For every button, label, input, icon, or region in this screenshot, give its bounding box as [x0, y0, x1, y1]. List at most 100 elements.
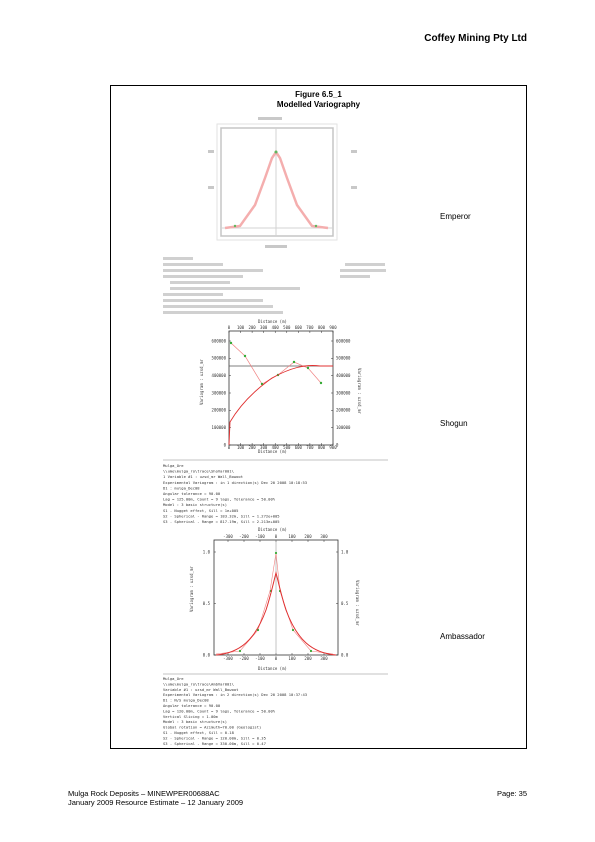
- shogun-experimental-points: [229, 341, 323, 386]
- shogun-y-tick-right: 400000: [336, 373, 351, 378]
- shogun-plot: Distance (m) 001001002002003003004004005…: [163, 319, 388, 524]
- shogun-info-line: Mulga_Ore: [163, 463, 184, 468]
- ambassador-info-line: Lag = 120.00m, Count = 9 lags, Tolerance…: [163, 708, 276, 713]
- emperor-info-text: [163, 257, 386, 314]
- ambassador-x-tick: 200: [304, 656, 312, 661]
- shogun-x-tick-top: 500: [283, 325, 291, 330]
- figure-title: Modelled Variography: [276, 100, 361, 109]
- shogun-y-tick: 0: [224, 442, 227, 447]
- shogun-info-line: Lag = 125.00m, Count = 9 lags, Tolerance…: [163, 497, 276, 502]
- ambassador-y-tick: 1.0: [203, 549, 211, 554]
- shogun-x-tick-top: 100: [237, 325, 245, 330]
- shogun-x-tick-top: 300: [260, 325, 268, 330]
- shogun-x-tick-top: 700: [306, 325, 314, 330]
- ambassador-y-title-right: Variogram : uzsd_mr: [355, 580, 360, 626]
- shogun-y-tick: 600000: [212, 338, 227, 343]
- shogun-y-tick-right: 300000: [336, 390, 351, 395]
- shogun-x-tick: 0: [228, 445, 231, 450]
- shogun-info-line: S3 - Spherical - Range = 817.19m, Sill =…: [163, 519, 280, 524]
- shogun-x-tick: 600: [295, 445, 303, 450]
- ambassador-x-tick-top: 300: [320, 534, 328, 539]
- ambassador-info-line: Model : 3 basic structure(s): [163, 719, 227, 724]
- shogun-x-tick: 800: [318, 445, 326, 450]
- shogun-x-tick: 200: [248, 445, 256, 450]
- shogun-y-tick: 400000: [212, 373, 227, 378]
- shogun-x-title-top: Distance (m): [258, 319, 287, 324]
- ambassador-info-text: Mulga_Ore\\ume\mulga_ro\trace\AmbVar001\…: [163, 676, 307, 746]
- emperor-plot: [163, 117, 386, 314]
- ambassador-info-line: D1 : N/S mulga_Dec08: [163, 698, 209, 703]
- ambassador-experimental-line: [215, 552, 334, 655]
- shogun-y-tick-right: 200000: [336, 408, 351, 413]
- shogun-y-tick-right: 600000: [336, 338, 351, 343]
- shogun-y-tick-right: 500000: [336, 356, 351, 361]
- shogun-y-tick: 300000: [212, 390, 227, 395]
- shogun-x-tick: 500: [283, 445, 291, 450]
- ambassador-x-tick: 100: [288, 656, 296, 661]
- shogun-info-line: Model : 3 basic structure(s): [163, 502, 227, 507]
- shogun-x-tick-top: 800: [318, 325, 326, 330]
- ambassador-x-tick: -100: [255, 656, 265, 661]
- ambassador-y-tick: 0.0: [203, 652, 211, 657]
- shogun-y-tick: 500000: [212, 356, 227, 361]
- ambassador-info-line: Variable #1 : uzsd_mr Wall_Bowoot: [163, 687, 238, 692]
- shogun-x-tick: 100: [237, 445, 245, 450]
- ambassador-y-title-left: Variogram : uzsd_mr: [189, 566, 194, 612]
- ambassador-y-tick-right: 1.0: [341, 549, 349, 554]
- shogun-x-tick: 900: [329, 445, 337, 450]
- ambassador-x-tick: -200: [239, 656, 249, 661]
- ambassador-x-tick-top: 200: [304, 534, 312, 539]
- ambassador-x-title-top: Distance (m): [258, 527, 287, 532]
- ambassador-info-line: \\ume\mulga_ro\trace\AmbVar001\: [163, 681, 234, 686]
- shogun-info-line: Angular tolerance = 90.00: [163, 491, 221, 496]
- shogun-x-tick-top: 0: [228, 325, 231, 330]
- footer-page: Page: 35: [496, 789, 527, 798]
- shogun-info-text: Mulga_Ore\\ume\mulga_ro\trace\ShoVar001\…: [163, 463, 307, 524]
- ambassador-info-line: Mulga_Ore: [163, 676, 184, 681]
- shogun-x-tick-top: 400: [272, 325, 280, 330]
- shogun-info-line: D1 : mulga_Dec08: [163, 485, 200, 490]
- figure-number: Figure 6.5_1: [295, 90, 342, 99]
- ambassador-y-tick-right: 0.5: [341, 601, 349, 606]
- ambassador-y-tick-right: 0.0: [341, 652, 349, 657]
- shogun-info-line: 1 Variable #1 : uzsd_mr Wall_Bowoot: [163, 474, 243, 479]
- shogun-x-tick-top: 900: [329, 325, 337, 330]
- shogun-x-tick: 400: [272, 445, 280, 450]
- shogun-x-tick-top: 200: [248, 325, 256, 330]
- ambassador-x-tick-top: -200: [239, 534, 249, 539]
- ambassador-x-tick-top: -100: [255, 534, 265, 539]
- shogun-y-tick: 200000: [212, 408, 227, 413]
- ambassador-plot: Distance (m) -300 -300 -200 -200 -100 -100 0 0 1…: [163, 527, 388, 746]
- ambassador-x-tick: -300: [223, 656, 233, 661]
- ambassador-y-tick: 0.5: [203, 601, 211, 606]
- footer-line1: Mulga Rock Deposits – MINEWPER00688AC: [68, 789, 220, 798]
- shogun-y-tick-right: 0: [336, 442, 339, 447]
- shogun-x-tick: 700: [306, 445, 314, 450]
- shogun-x-title: Distance (m): [258, 449, 287, 454]
- figure-frame: [110, 85, 527, 749]
- shogun-y-title-left: Variogram : uzsd_mr: [199, 359, 204, 405]
- ambassador-info-line: S1 - Nugget effect, Sill = 0.18: [163, 730, 235, 735]
- ambassador-x-tick-top: 100: [288, 534, 296, 539]
- shogun-info-line: Experimental Variogram : in 1 direction(…: [163, 480, 307, 485]
- ambassador-info-line: Angular tolerance = 90.00: [163, 703, 221, 708]
- ambassador-x-tick-top: -300: [223, 534, 233, 539]
- panel-label-shogun: Shogun: [440, 419, 468, 428]
- panel-label-ambassador: Ambassador: [440, 632, 485, 641]
- ambassador-info-line: S3 - Spherical - Range = 330.00m, Sill =…: [163, 741, 266, 746]
- shogun-x-tick: 300: [260, 445, 268, 450]
- shogun-experimental-line: [230, 342, 322, 385]
- footer-line2: January 2009 Resource Estimate – 12 Janu…: [68, 798, 244, 807]
- shogun-y-tick-right: 100000: [336, 425, 351, 430]
- ambassador-x-tick: 300: [320, 656, 328, 661]
- panel-label-emperor: Emperor: [440, 212, 471, 221]
- footer-left: Mulga Rock Deposits – MINEWPER00688AC Ja…: [68, 789, 243, 807]
- ambassador-info-line: Global rotation = Azimuth=70.00 (Geologi…: [163, 725, 261, 730]
- ambassador-x-tick-top: 0: [275, 534, 278, 539]
- ambassador-info-line: Vertical Slicing = 1.00m: [163, 714, 219, 719]
- company-name: Coffey Mining Pty Ltd: [424, 33, 527, 44]
- ambassador-info-line: S2 - Spherical - Range = 120.00m, Sill =…: [163, 735, 266, 740]
- shogun-model-curve: [228, 365, 333, 446]
- ambassador-x-title: Distance (m): [258, 666, 287, 671]
